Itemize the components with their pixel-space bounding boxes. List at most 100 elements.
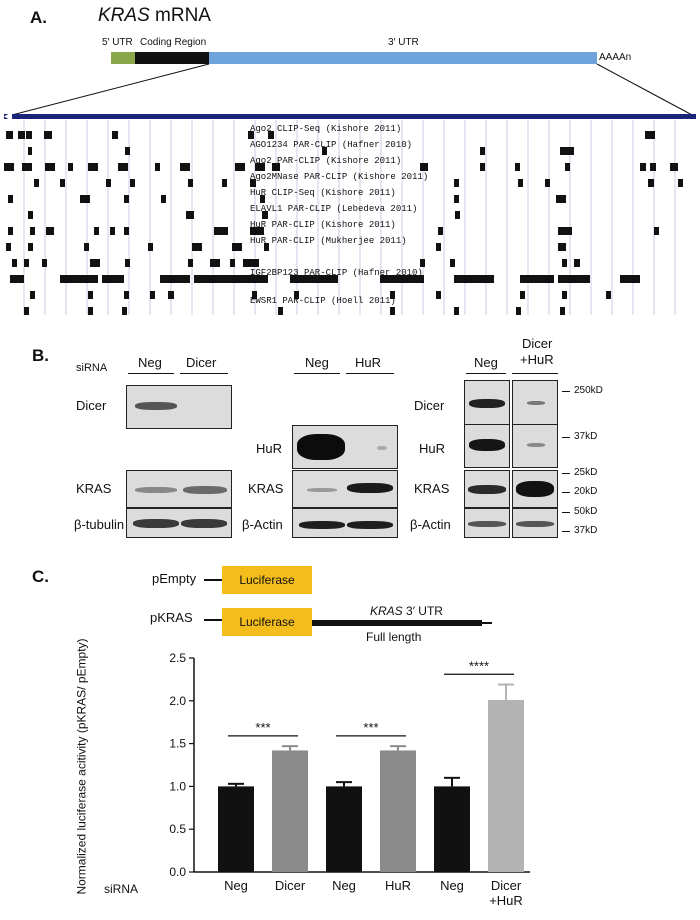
g3-row-hur: HuR [419,441,446,456]
g2-blot-hur [292,425,398,469]
y-tick-label: 2.0 [169,694,186,708]
category-label: Dicer [275,878,306,893]
significance-stars: *** [363,720,378,735]
g2-lane-hur: HuR [355,355,382,370]
g3-blot-kras-combo [512,470,558,508]
pkras-line [204,619,222,621]
marker-tick-20 [562,492,570,493]
marker-tick-25 [562,473,570,474]
bar [434,786,470,872]
g3-blot-actin-combo [512,508,558,538]
track-label-7: HuR PAR-CLIP (Kishore 2011) [250,220,396,230]
track-label-4: Ago2MNase PAR-CLIP (Kishore 2011) [250,172,429,182]
g1-blot-dicer [126,385,232,429]
g2-row-kras: KRAS [248,481,284,496]
polya-label: AAAAn [599,52,632,63]
kras-title-rest: mRNA [149,5,211,26]
zoom-line-right [596,63,695,117]
track-label-2: AGO1234 PAR-CLIP (Hafner 2010) [250,140,413,150]
g2-row-hur: HuR [256,441,283,456]
kras-mrna-title: KRAS mRNA [98,5,211,27]
marker-250kd: 250kD [574,385,603,396]
panel-a-label: A. [30,8,47,27]
utr5-segment [111,52,135,64]
track-label-5: HuR CLIP-Seq (Kishore 2011) [250,188,396,198]
g3-lane-underline-1 [466,373,506,374]
g3-blot-hur-combo [512,424,558,468]
track-label-8: HuR PAR-CLIP (Mukherjee 2011) [250,236,407,246]
category-label: Dicer [491,878,522,893]
category-label: +HuR [489,893,523,908]
g3-blot-kras-neg [464,470,510,508]
g1-row-tubulin: β-tubulin [74,517,125,532]
y-tick-label: 0.5 [169,822,186,836]
pkras-luciferase-box: Luciferase [222,608,312,636]
kras-utr-insert [312,620,482,626]
track-label-3: Ago2 PAR-CLIP (Kishore 2011) [250,156,402,166]
g2-lane-neg: Neg [305,355,329,370]
g1-lane-neg: Neg [138,355,162,370]
marker-tick-37b [562,531,570,532]
y-tick-label: 1.0 [169,779,186,793]
g1-lane-dicer: Dicer [186,355,217,370]
pkras-line-tail [482,622,492,624]
marker-tick-37a [562,437,570,438]
full-length-label: Full length [366,630,422,644]
g1-lane-underline-1 [128,373,174,374]
pempty-luciferase-box: Luciferase [222,566,312,594]
y-tick-label: 2.5 [169,651,186,665]
g3-row-actin: β-Actin [410,517,451,532]
panel-c-label: C. [32,567,49,586]
marker-20kd: 20kD [574,486,598,497]
bar [380,750,416,872]
coding-segment [135,52,209,64]
panel-b-label: B. [32,346,49,365]
significance-stars: *** [255,720,270,735]
marker-37kd-b: 37kD [574,525,598,536]
category-label: Neg [440,878,464,893]
kras-utr-rest: 3′ UTR [402,604,443,618]
g1-lane-underline-2 [180,373,228,374]
luciferase-bar-chart: 0.0 0.5 1.0 1.5 2.0 2.5 Neg Dicer Neg HuR Neg Dicer… [169,651,530,908]
g3-blot-dicer-combo [512,380,558,426]
binding-site-blocks [4,131,683,315]
coding-region-label: Coding Region [140,37,207,48]
marker-tick-50 [562,512,570,513]
g3-blot-dicer-neg [464,380,510,426]
g2-row-actin: β-Actin [242,517,283,532]
utr3-label: 3′ UTR [388,37,419,48]
g3-lane-hur: +HuR [520,352,554,367]
pkras-label: pKRAS [150,610,193,625]
g1-row-kras: KRAS [76,481,112,496]
g3-lane-dicer: Dicer [522,336,553,351]
pempty-label: pEmpty [152,571,197,586]
kras-title-gene: KRAS [98,5,150,26]
g2-blot-kras [292,470,398,508]
track-arrow-icon [4,112,12,121]
kras-utr-label: KRAS 3′ UTR [370,604,443,618]
g1-row-dicer: Dicer [76,398,107,413]
category-label: Neg [224,878,248,893]
g3-lane-neg: Neg [474,355,498,370]
significance-stars: **** [469,658,489,673]
marker-50kd: 50kD [574,506,598,517]
utr5-label: 5′ UTR [102,37,133,48]
g3-row-kras: KRAS [414,481,450,496]
y-tick-label: 1.5 [169,737,186,751]
marker-tick-250 [562,391,570,392]
marker-25kd: 25kD [574,467,598,478]
g2-blot-actin [292,508,398,538]
kras-utr-track-bar [4,114,696,119]
zoom-line-left [7,63,210,117]
track-label-1: Ago2 CLIP-Seq (Kishore 2011) [250,124,402,134]
g3-blot-hur-neg [464,424,510,468]
g1-blot-tubulin [126,508,232,538]
sirna-label-b: siRNA [76,362,108,374]
bar [488,699,524,872]
track-label-6: ELAVL1 PAR-CLIP (Lebedeva 2011) [250,204,418,214]
bar [272,750,308,872]
sirna-label-c: siRNA [104,882,139,896]
category-label: HuR [385,878,411,893]
bar [218,786,254,872]
bar [326,786,362,872]
